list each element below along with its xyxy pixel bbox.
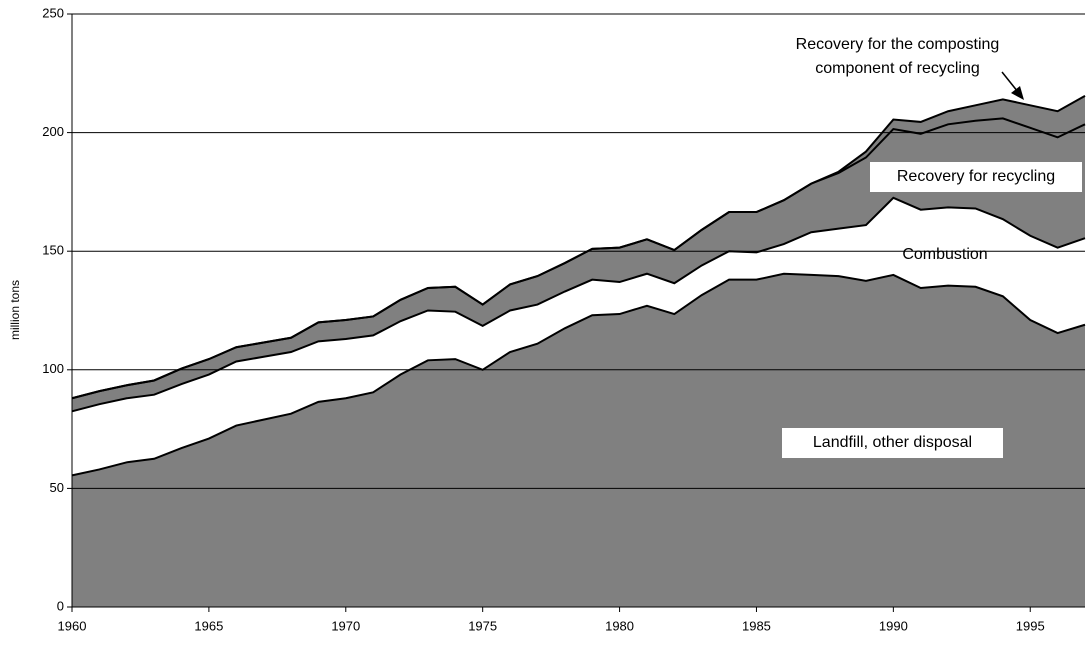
y-tick-label: 250: [42, 5, 64, 20]
area-edge: [71, 196, 1086, 413]
series-label: Recovery for the composting component of…: [795, 36, 1000, 77]
x-tick-label: 1985: [742, 618, 771, 633]
series-label: Combustion: [902, 246, 988, 263]
pointer-line: [1001, 71, 1019, 93]
area-edge: [71, 272, 1086, 477]
y-tick-label: 100: [42, 361, 64, 376]
series-label-box: Combustion: [902, 246, 988, 263]
x-tick-label: 1995: [1016, 618, 1045, 633]
series-label-box: Recovery for recycling: [870, 162, 1082, 192]
x-tick-label: 1965: [194, 618, 223, 633]
y-tick-label: 200: [42, 124, 64, 139]
pointer-head: [1011, 86, 1024, 100]
x-tick-label: 1975: [468, 618, 497, 633]
x-tick-label: 1980: [605, 618, 634, 633]
series-label-box: Landfill, other disposal: [782, 428, 1003, 458]
series-label: Landfill, other disposal: [782, 428, 1003, 458]
y-tick-label: 50: [50, 480, 64, 495]
area-edge: [71, 94, 1086, 400]
series-label-box: Recovery for the composting component of…: [795, 36, 1000, 77]
series-label: Recovery for recycling: [870, 162, 1082, 192]
area: [72, 118, 1085, 412]
y-axis-label: million tons: [8, 280, 22, 340]
y-tick-label: 150: [42, 243, 64, 258]
area: [72, 197, 1085, 476]
x-tick-label: 1970: [331, 618, 360, 633]
y-tick-label: 0: [57, 598, 64, 613]
x-tick-label: 1990: [879, 618, 908, 633]
x-tick-label: 1960: [58, 618, 87, 633]
area: [72, 273, 1085, 607]
